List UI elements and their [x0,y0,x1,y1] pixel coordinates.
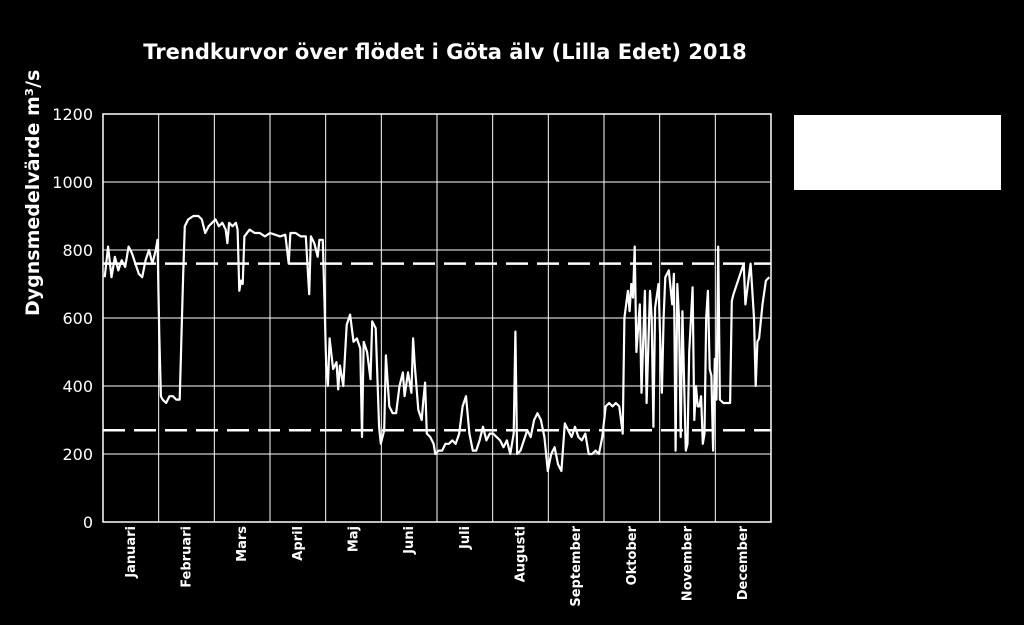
month-label: Januari [124,526,139,579]
month-label: November [681,525,696,601]
legend-box [794,115,1001,190]
y-tick-labels: 0 200 400 600 800 1000 1200 [52,105,93,532]
month-label: Juni [402,526,417,555]
month-label: Februari [180,526,195,588]
y-tick-label: 600 [62,309,93,328]
y-tick-label: 0 [83,513,93,532]
month-label: Juli [458,526,473,550]
month-labels: Januari Februari Mars April Maj Juni Juli Augus… [124,525,751,606]
month-label: Mars [235,526,250,562]
gridlines [102,113,772,523]
series-line [103,214,771,473]
y-tick-label: 200 [62,445,93,464]
month-label: April [291,526,306,561]
series-group [103,214,771,473]
y-tick-label: 400 [62,377,93,396]
chart-title: Trendkurvor över flödet i Göta älv (Lill… [143,40,747,64]
month-label: Maj [347,526,362,552]
month-label: September [569,525,584,606]
month-label: Augusti [514,526,529,582]
y-tick-label: 1000 [52,173,93,192]
month-label: Oktober [625,525,640,585]
y-tick-label: 1200 [52,105,93,124]
month-label: December [736,525,751,600]
reference-lines [103,262,771,432]
y-tick-label: 800 [62,241,93,260]
